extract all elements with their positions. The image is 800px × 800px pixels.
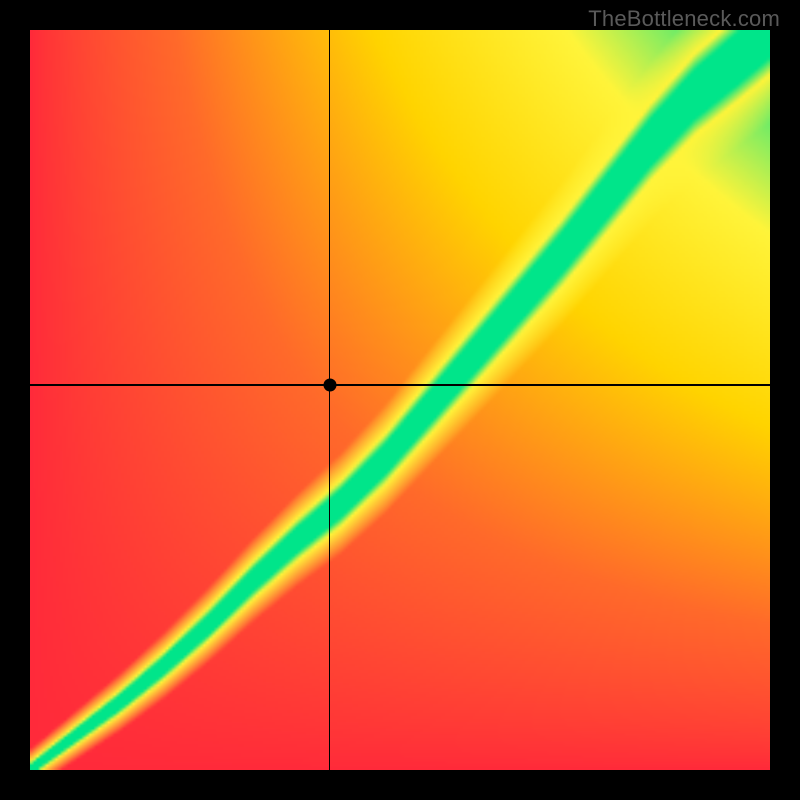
heatmap-plot-area — [30, 30, 770, 770]
bottleneck-heatmap-canvas — [30, 30, 770, 770]
watermark-text: TheBottleneck.com — [588, 6, 780, 32]
crosshair-marker-dot — [323, 379, 336, 392]
crosshair-vertical — [329, 30, 331, 770]
crosshair-horizontal — [30, 384, 770, 386]
